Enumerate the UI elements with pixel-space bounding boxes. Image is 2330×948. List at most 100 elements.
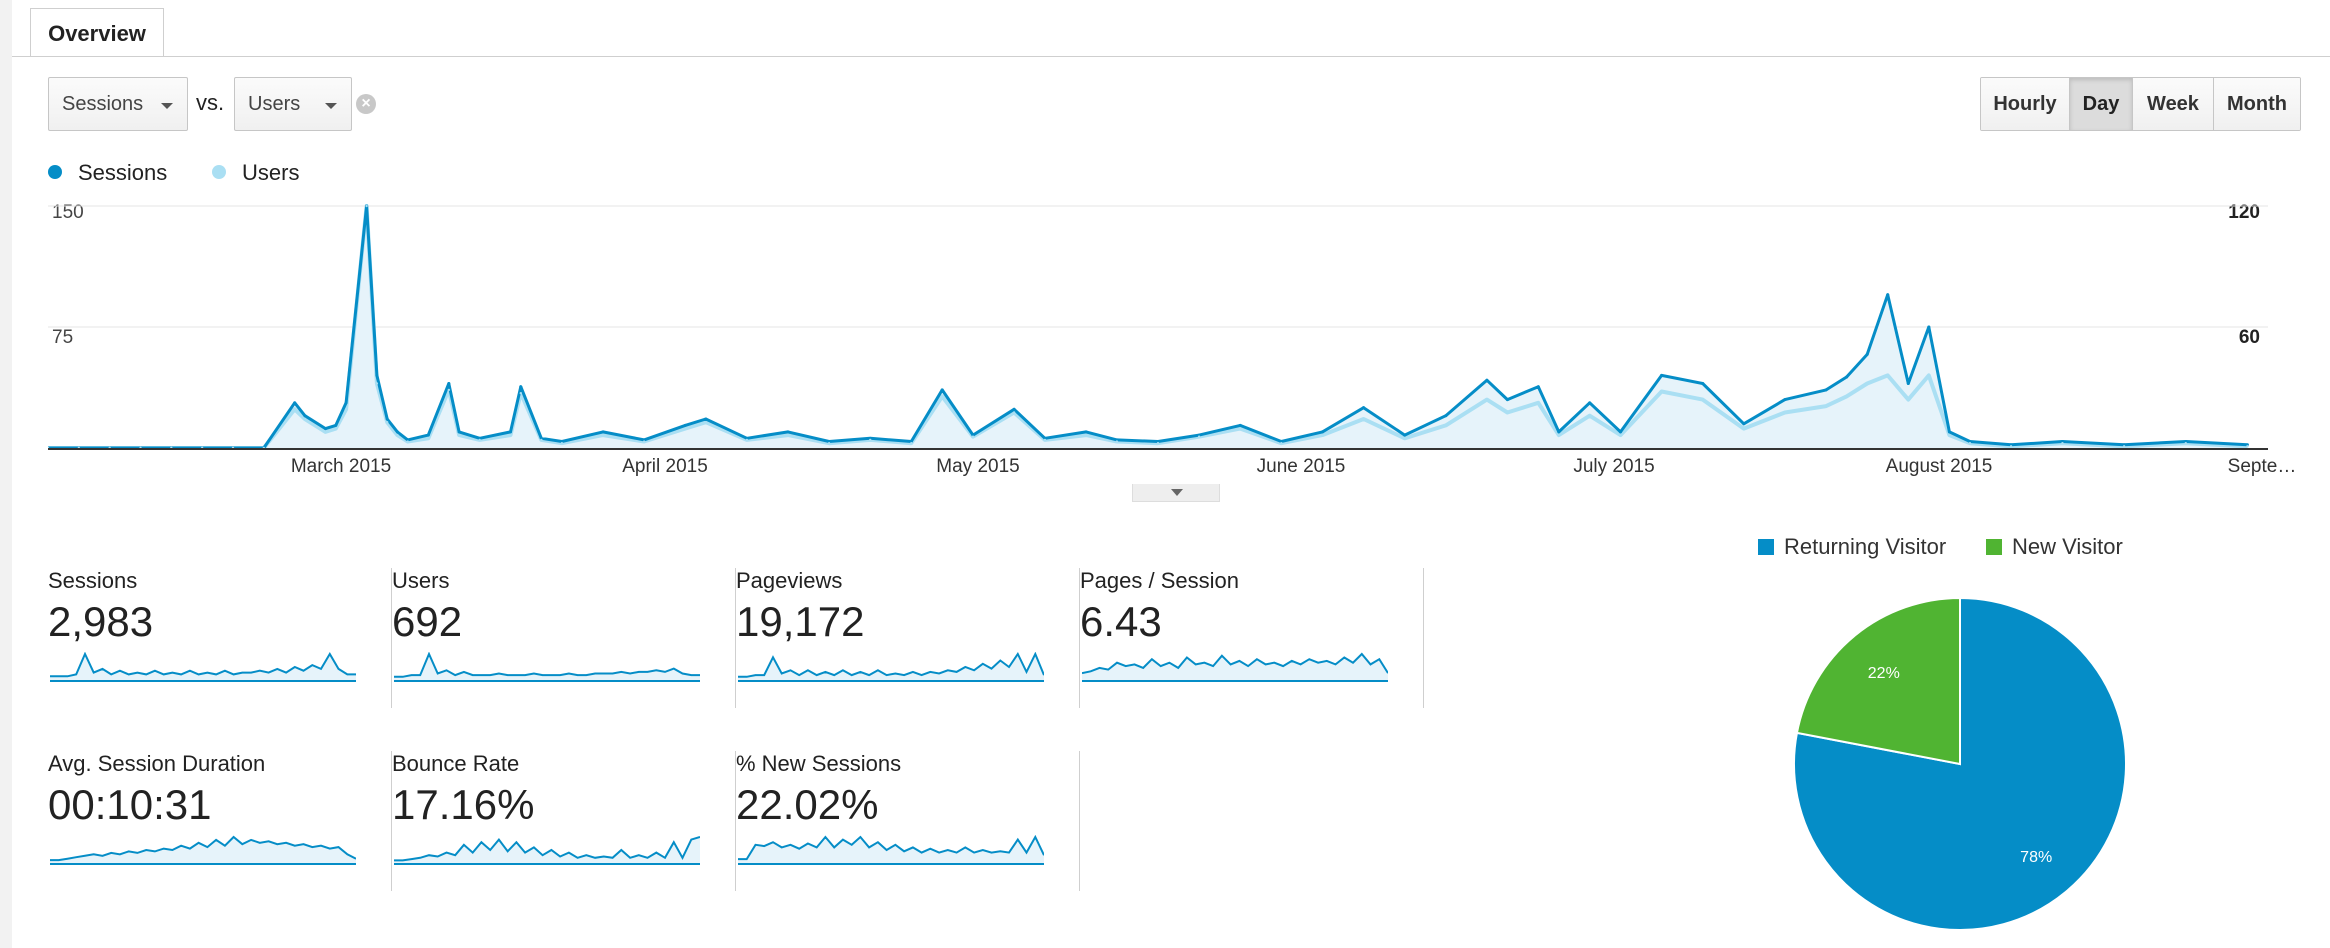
sparkline-line: [738, 835, 1044, 861]
legend-users[interactable]: Users: [212, 160, 299, 186]
users-point: [1321, 433, 1324, 437]
metric-users: Users 692: [392, 568, 736, 708]
users-point: [1280, 441, 1283, 445]
users-point: [869, 438, 872, 442]
metric-sessions: Sessions 2,983: [48, 568, 392, 708]
users-point: [684, 427, 687, 430]
legend-returning-visitor[interactable]: Returning Visitor: [1758, 534, 1946, 560]
users-point: [1557, 433, 1561, 437]
users-point: [509, 433, 512, 437]
caret-down-icon: [325, 103, 337, 109]
sparkline-line: [394, 836, 700, 862]
users-point: [1742, 427, 1746, 430]
sessions-point: [1824, 388, 1828, 392]
users-point: [1506, 411, 1509, 414]
users-point: [1824, 404, 1828, 408]
tab-overview[interactable]: Overview: [30, 8, 164, 56]
granularity-hourly-button[interactable]: Hourly: [1981, 78, 2070, 130]
users-point: [940, 395, 944, 398]
sessions-point: [1947, 430, 1951, 434]
sessions-legend-dot-icon: [48, 165, 62, 179]
sessions-point: [1362, 406, 1366, 410]
sessions-point: [940, 388, 944, 392]
sparkline: [394, 652, 700, 682]
sparkline-area: [394, 837, 700, 865]
users-point: [1845, 395, 1848, 398]
legend-users-label: Users: [242, 160, 300, 185]
legend-sessions[interactable]: Sessions: [48, 160, 167, 186]
users-series-line: [48, 204, 2248, 450]
sessions-point: [344, 401, 348, 405]
sessions-point: [447, 381, 451, 385]
users-point: [1239, 427, 1242, 430]
metric-bounce-rate: Bounce Rate 17.16%: [392, 751, 736, 891]
metric-label: Avg. Session Duration: [48, 751, 266, 776]
tab-divider: [12, 56, 2330, 57]
users-point: [1968, 441, 1972, 445]
close-circle-icon[interactable]: ×: [356, 94, 376, 114]
y-left-tick-150: 150: [52, 202, 84, 223]
users-point: [2184, 441, 2187, 445]
users-point: [1701, 398, 1704, 401]
users-point: [1012, 411, 1016, 414]
sparkline-area: [50, 654, 356, 682]
users-point: [1156, 441, 1160, 445]
sessions-point: [1886, 293, 1890, 297]
metric-selector-compare[interactable]: Users: [234, 77, 352, 131]
users-point: [1619, 433, 1622, 437]
sessions-point: [1783, 398, 1787, 402]
sparkline: [50, 835, 356, 865]
users-legend-dot-icon: [212, 165, 226, 179]
users-point: [971, 435, 975, 438]
users-point: [704, 420, 707, 424]
metric-value: 692: [392, 598, 463, 645]
x-tick-may: May 2015: [936, 456, 1020, 477]
granularity-week-button[interactable]: Week: [2133, 78, 2214, 130]
sessions-point: [1701, 381, 1705, 385]
pie-label: 78%: [2020, 849, 2052, 866]
users-point: [745, 438, 749, 442]
sparkline-area: [738, 654, 1044, 682]
users-point: [1537, 401, 1540, 405]
users-point: [1403, 437, 1406, 440]
sessions-point: [385, 417, 389, 421]
sparkline: [394, 836, 700, 865]
x-tick-april: April 2015: [622, 456, 708, 477]
sessions-users-line-chart: [48, 204, 2268, 450]
sessions-point: [519, 385, 523, 389]
legend-new-visitor[interactable]: New Visitor: [1986, 534, 2123, 560]
users-point: [1588, 414, 1591, 417]
sessions-point: [1536, 385, 1540, 389]
sparkline-line: [50, 835, 356, 862]
caret-down-icon: [161, 103, 173, 109]
metric-value: 19,172: [736, 598, 865, 645]
sessions-point: [1742, 422, 1746, 426]
users-point: [447, 388, 451, 392]
metric-selector-primary[interactable]: Sessions: [48, 77, 188, 131]
sessions-point: [1012, 407, 1016, 411]
sessions-point: [1084, 430, 1088, 434]
users-point: [1043, 438, 1047, 442]
metric-label: % New Sessions: [736, 751, 902, 776]
sparkline-line: [50, 652, 356, 678]
sessions-point: [1660, 373, 1664, 377]
sessions-area: [48, 206, 2248, 448]
metric-selector-primary-label: Sessions: [62, 93, 144, 115]
visitor-type-pie-chart: 78% 22%: [1793, 596, 2127, 931]
users-point: [910, 441, 913, 445]
users-point: [1197, 435, 1201, 438]
granularity-day-button[interactable]: Day: [2070, 78, 2133, 130]
sessions-point: [509, 430, 512, 434]
metric-label: Pageviews: [736, 568, 843, 593]
sessions-point: [1588, 401, 1592, 405]
vs-label: vs.: [196, 90, 225, 115]
sparkline-area: [738, 837, 1044, 865]
metric-pageviews: Pageviews 19,172: [736, 568, 1080, 708]
users-point: [1115, 440, 1119, 443]
sparkline: [738, 835, 1044, 865]
chart-collapse-handle[interactable]: [1132, 484, 1220, 502]
sparkline: [50, 652, 356, 682]
users-point: [1948, 433, 1951, 437]
granularity-month-button[interactable]: Month: [2214, 78, 2300, 130]
metric-value: 22.02%: [736, 781, 879, 828]
